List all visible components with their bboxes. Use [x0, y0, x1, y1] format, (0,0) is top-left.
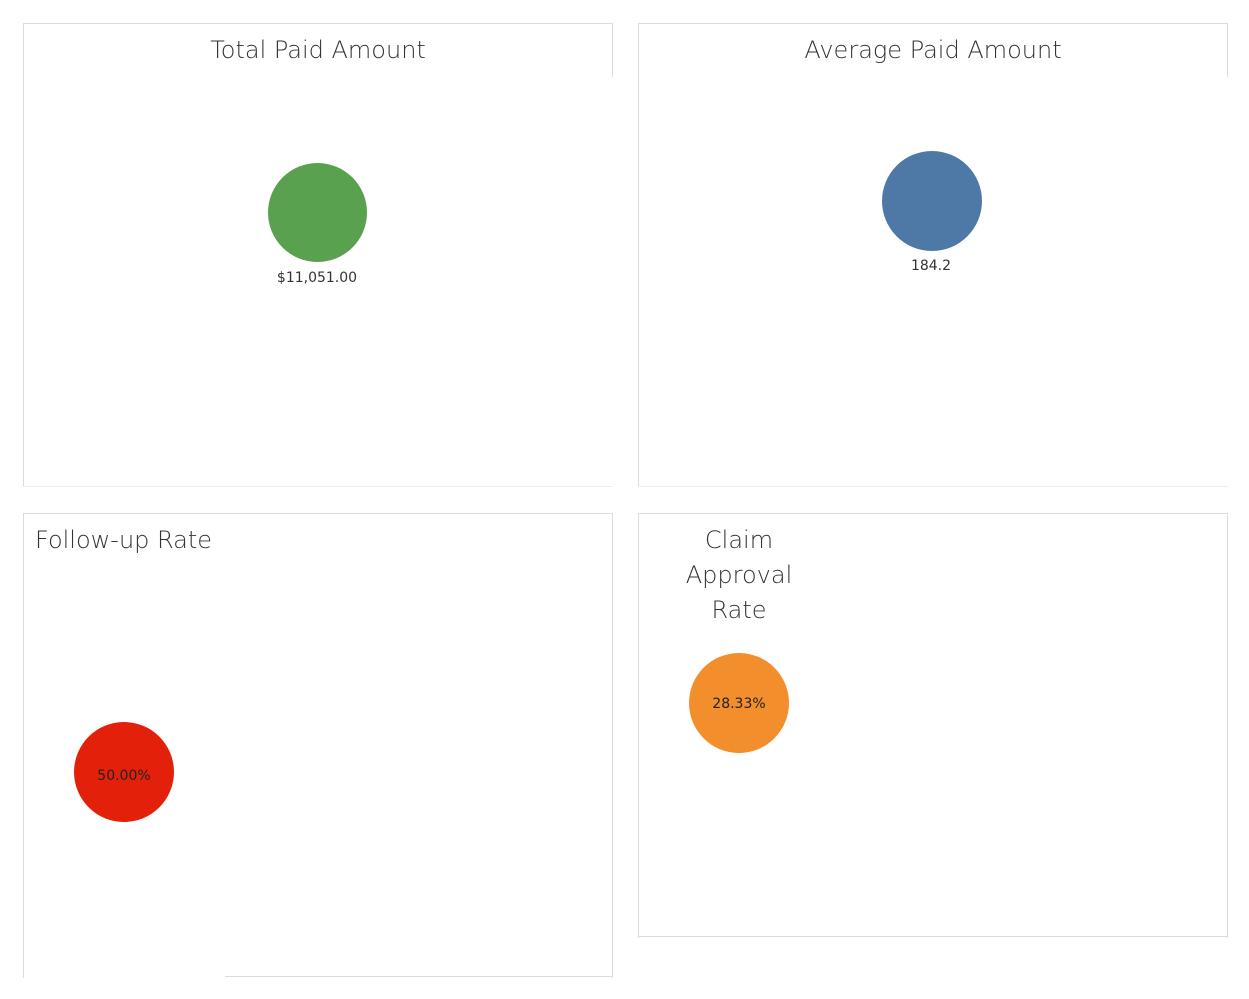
- panel-border: [23, 513, 24, 978]
- panel-border: [638, 23, 639, 487]
- chart-title: Average Paid Amount: [804, 36, 1062, 64]
- data-label: 28.33%: [712, 696, 766, 712]
- claim-approval-rate-panel: Claim Approval Rate 28.33%: [638, 513, 1228, 938]
- data-label: 50.00%: [97, 768, 151, 784]
- data-point[interactable]: [689, 653, 789, 753]
- panel-border: [1227, 513, 1228, 938]
- panel-border: [225, 976, 613, 977]
- panel-border: [23, 23, 613, 24]
- panel-border: [1227, 23, 1228, 77]
- panel-border: [612, 23, 613, 77]
- chart-title: Claim Approval Rate: [685, 526, 793, 624]
- data-point[interactable]: [268, 163, 367, 262]
- panel-border: [638, 513, 639, 938]
- panel-border: [638, 23, 1228, 24]
- data-point[interactable]: [882, 151, 982, 251]
- chart-title: Total Paid Amount: [210, 36, 426, 64]
- data-label: 184.2: [910, 258, 952, 274]
- total-paid-amount-panel: Total Paid Amount $11,051.00: [23, 23, 613, 487]
- chart-title: Follow-up Rate: [35, 526, 213, 554]
- panel-border: [23, 513, 613, 514]
- average-paid-amount-panel: Average Paid Amount 184.2: [638, 23, 1228, 487]
- panel-border: [638, 936, 1228, 937]
- follow-up-rate-panel: Follow-up Rate 50.00%: [23, 513, 613, 978]
- data-label: $11,051.00: [276, 270, 358, 286]
- panel-border: [23, 23, 24, 487]
- panel-border: [638, 513, 1228, 514]
- panel-border: [23, 486, 613, 487]
- panel-border: [638, 486, 1228, 487]
- data-point[interactable]: [74, 722, 174, 822]
- panel-border: [612, 513, 613, 978]
